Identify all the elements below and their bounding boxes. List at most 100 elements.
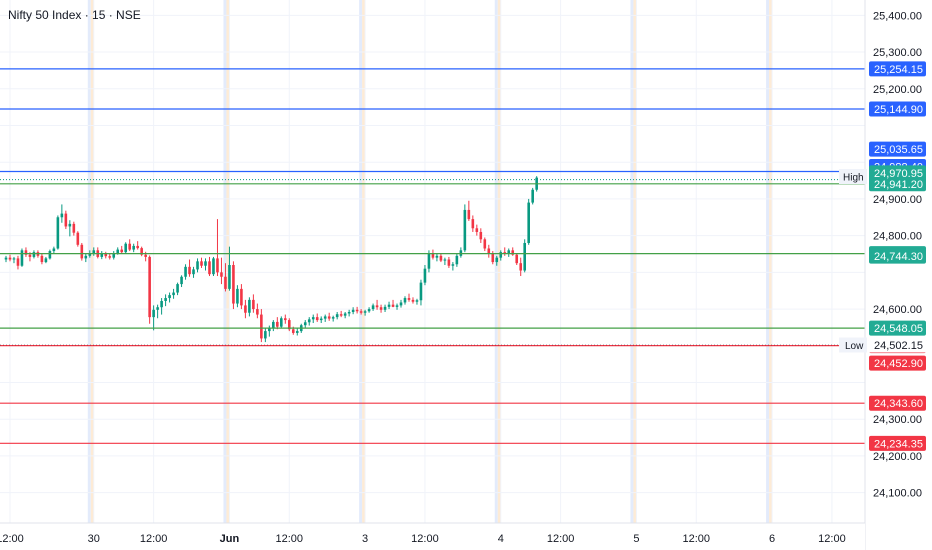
- candle-body: [479, 231, 483, 240]
- candle-body: [359, 311, 363, 313]
- candle-body: [84, 255, 88, 259]
- candle-body: [184, 266, 187, 277]
- candle-body: [447, 259, 451, 266]
- price-tag-bg: [869, 165, 926, 181]
- candle-body: [463, 209, 467, 251]
- price-tag: 24,452.90: [874, 358, 923, 370]
- candle-body: [148, 256, 151, 318]
- candle-body: [363, 311, 367, 313]
- candle-body: [48, 251, 52, 259]
- candle-body: [411, 299, 415, 302]
- x-tick-label: 12:00: [547, 533, 575, 545]
- candle-body: [295, 331, 299, 333]
- x-tick-label: 12:00: [0, 533, 24, 545]
- price-tag: 24,941.20: [874, 179, 923, 191]
- y-tick-label: 24,300.00: [873, 414, 922, 426]
- candle-body: [104, 253, 108, 257]
- candle-body: [24, 250, 28, 255]
- candle-body: [44, 258, 48, 263]
- x-tick-label: 6: [769, 533, 775, 545]
- candle-body: [391, 304, 395, 307]
- candle-body: [172, 292, 175, 296]
- y-tick-label: 24,100.00: [873, 488, 922, 500]
- price-tag-bg: [869, 101, 926, 117]
- candle-body: [379, 307, 383, 310]
- candle-body: [140, 248, 143, 255]
- candle-body: [515, 254, 519, 264]
- price-tag: 25,035.65: [874, 144, 923, 156]
- candle-body: [419, 282, 423, 301]
- candle-body: [200, 261, 203, 266]
- session-band: [359, 0, 363, 523]
- candle-body: [303, 322, 307, 326]
- candle-body: [168, 295, 171, 299]
- candle-body: [32, 252, 36, 257]
- candle-body: [523, 242, 526, 271]
- candle-body: [76, 232, 80, 245]
- candle-body: [399, 302, 403, 306]
- price-axis: [865, 0, 932, 550]
- candle-body: [264, 331, 267, 339]
- candle-body: [395, 305, 399, 307]
- x-tick-label: 12:00: [683, 533, 711, 545]
- candle-body: [160, 300, 163, 308]
- candle-body: [112, 253, 116, 258]
- y-tick-label: 25,300.00: [873, 47, 922, 59]
- candle-body: [56, 217, 60, 249]
- candle-body: [403, 298, 407, 303]
- candle-body: [487, 248, 491, 254]
- candle-body: [343, 313, 347, 316]
- price-tag: 24,970.95: [874, 168, 923, 180]
- y-tick-label: 24,200.00: [873, 451, 922, 463]
- session-band: [769, 0, 773, 523]
- price-tag-bg: [869, 61, 926, 77]
- candle-body: [12, 258, 16, 260]
- candle-body: [88, 253, 92, 256]
- candle-body: [455, 255, 459, 265]
- y-tick-label: 25,200.00: [873, 84, 922, 96]
- candle-body: [236, 288, 239, 304]
- candle-body: [124, 243, 127, 253]
- candle-body: [439, 255, 443, 261]
- candle-body: [28, 254, 32, 257]
- candle-body: [435, 255, 439, 258]
- y-tick-label: 24,800.00: [873, 231, 922, 243]
- x-tick-label: 30: [88, 533, 100, 545]
- price-tag-bg: [869, 435, 926, 451]
- candle-body: [196, 261, 199, 270]
- candle-body: [491, 253, 495, 263]
- candle-body: [240, 288, 243, 306]
- candle-body: [347, 312, 351, 314]
- candle-body: [220, 272, 223, 277]
- session-band: [223, 0, 227, 523]
- candle-body: [287, 320, 291, 330]
- candle-body: [339, 314, 343, 316]
- session-band: [497, 0, 501, 523]
- price-tag: 24,502.15: [874, 340, 923, 352]
- session-band: [226, 0, 230, 523]
- candle-body: [92, 250, 96, 254]
- y-tick-label: 24,900.00: [873, 194, 922, 206]
- low-tag: Low: [845, 341, 864, 352]
- candle-body: [407, 298, 411, 300]
- high-tag-bg: [839, 169, 867, 185]
- candle-body: [371, 305, 375, 310]
- price-tag-bg: [869, 248, 926, 264]
- price-tag-bg: [869, 320, 926, 336]
- candle-body: [248, 299, 251, 313]
- chart-title: Nifty 50 Index · 15 · NSE: [8, 8, 141, 22]
- candle-body: [276, 321, 279, 327]
- candle-body: [483, 239, 487, 249]
- candle-body: [60, 213, 64, 218]
- high-tag: High: [843, 173, 864, 184]
- candle-body: [351, 309, 355, 313]
- price-tag: 24,234.35: [874, 438, 923, 450]
- candle-body: [423, 268, 427, 283]
- candle-body: [128, 243, 131, 250]
- candle-body: [268, 328, 271, 332]
- candle-body: [451, 264, 455, 266]
- candle-body: [188, 266, 191, 275]
- candle-body: [315, 317, 319, 321]
- candle-body: [327, 316, 331, 319]
